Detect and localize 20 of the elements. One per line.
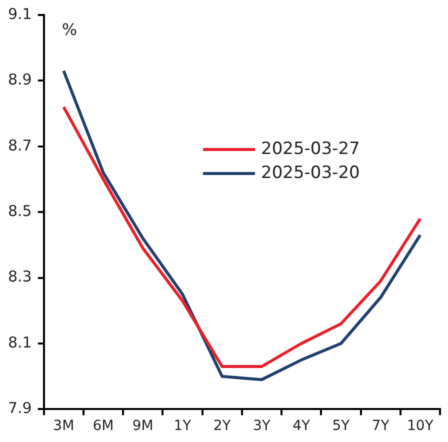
x-tick-label: 6M: [92, 418, 114, 434]
y-tick-label: 8.1: [8, 333, 32, 352]
y-tick-label: 8.3: [8, 268, 32, 286]
x-tick-label: 3Y: [253, 418, 271, 434]
x-tick-label: 5Y: [332, 418, 350, 434]
x-tick-label: 7Y: [372, 418, 390, 434]
y-tick-label: 8.5: [8, 202, 32, 220]
y-tick-label: 7.9: [8, 399, 32, 418]
y-tick-label: 9.1: [8, 4, 32, 23]
x-tick-label: 10Y: [407, 418, 434, 434]
x-tick-label: 4Y: [292, 418, 311, 434]
x-tick-label: 2Y: [213, 418, 232, 434]
x-tick-label: 9M: [132, 418, 154, 434]
x-tick-label: 1Y: [174, 418, 192, 434]
y-axis-title: %: [62, 20, 78, 40]
legend-label: 2025-03-27: [261, 139, 360, 160]
legend-label: 2025-03-20: [261, 163, 360, 184]
y-tick-label: 8.7: [8, 136, 32, 154]
x-tick-label: 3M: [53, 418, 74, 434]
y-tick-label: 8.9: [8, 70, 32, 89]
